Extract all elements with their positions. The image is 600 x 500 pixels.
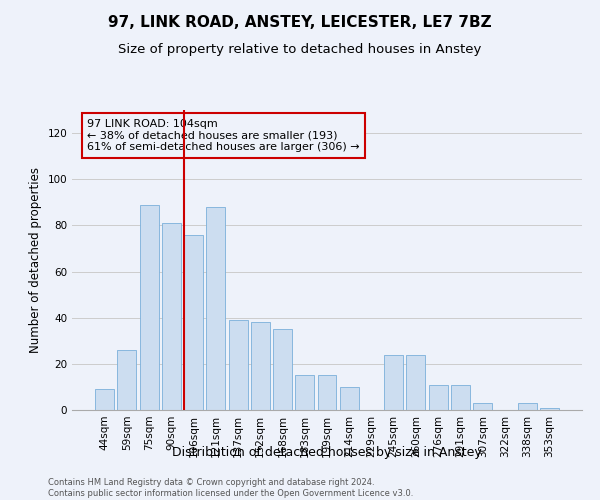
Bar xyxy=(229,320,248,410)
Bar xyxy=(140,204,158,410)
Bar xyxy=(251,322,270,410)
Bar xyxy=(340,387,359,410)
Bar xyxy=(118,350,136,410)
Text: Size of property relative to detached houses in Anstey: Size of property relative to detached ho… xyxy=(118,42,482,56)
Bar xyxy=(184,234,203,410)
Bar xyxy=(273,329,292,410)
Bar xyxy=(95,389,114,410)
Text: 97 LINK ROAD: 104sqm
← 38% of detached houses are smaller (193)
61% of semi-deta: 97 LINK ROAD: 104sqm ← 38% of detached h… xyxy=(88,119,360,152)
Bar xyxy=(384,354,403,410)
Text: Distribution of detached houses by size in Anstey: Distribution of detached houses by size … xyxy=(172,446,482,459)
Bar xyxy=(451,384,470,410)
Y-axis label: Number of detached properties: Number of detached properties xyxy=(29,167,42,353)
Bar xyxy=(429,384,448,410)
Bar xyxy=(162,223,181,410)
Bar xyxy=(518,403,536,410)
Bar xyxy=(295,376,314,410)
Text: 97, LINK ROAD, ANSTEY, LEICESTER, LE7 7BZ: 97, LINK ROAD, ANSTEY, LEICESTER, LE7 7B… xyxy=(108,15,492,30)
Bar xyxy=(206,207,225,410)
Bar xyxy=(406,354,425,410)
Bar xyxy=(473,403,492,410)
Text: Contains HM Land Registry data © Crown copyright and database right 2024.
Contai: Contains HM Land Registry data © Crown c… xyxy=(48,478,413,498)
Bar xyxy=(540,408,559,410)
Bar xyxy=(317,376,337,410)
